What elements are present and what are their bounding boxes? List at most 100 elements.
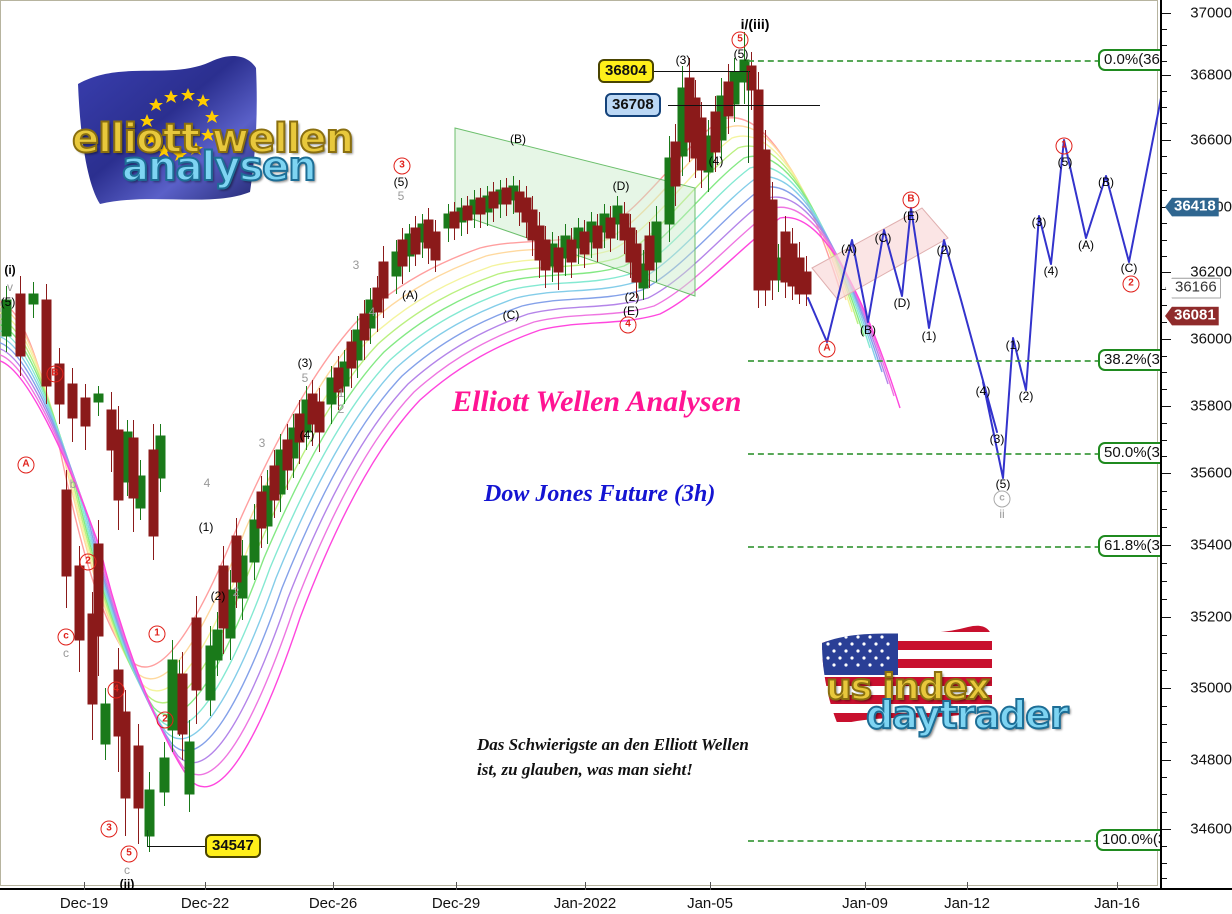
wave-label: (3) (675, 53, 691, 67)
wave-label: (4) (299, 428, 315, 442)
callout-leader-level (668, 105, 820, 106)
wave-label: 5 (397, 189, 405, 203)
eu-flag-graphic (78, 55, 257, 204)
wave-label: c (63, 646, 69, 660)
wave-label-circled: c (993, 490, 1011, 508)
wave-label: 2 (337, 402, 345, 416)
wave-label: (ii) (119, 877, 135, 891)
wave-label: (4) (708, 154, 724, 168)
wave-label: (A) (841, 242, 857, 256)
x-tick-label: Jan-2022 (553, 895, 617, 912)
ask-price-tag[interactable]: 36081 (1165, 306, 1219, 326)
y-tick-label: 35800 (1190, 397, 1232, 415)
wave-label: 4 (203, 476, 211, 490)
logo-line1: elliott wellen (71, 115, 355, 163)
chart-subtitle: Dow Jones Future (3h) (484, 481, 716, 507)
chart-title: Elliott Wellen Analysen (452, 385, 742, 418)
wave-label-circled: B (46, 365, 64, 383)
wave-label: (5) (733, 47, 749, 61)
wave-label: 2 (232, 585, 240, 599)
wave-label: (5) (995, 477, 1011, 491)
wave-label-circled: 1 (148, 625, 166, 643)
wave-label: (1) (921, 329, 937, 343)
wave-label-circled: A (818, 340, 836, 358)
wave-label-circled: 4 (107, 681, 125, 699)
level-callout[interactable]: 36708 (605, 93, 661, 117)
time-axis[interactable]: Dec-19 Dec-22 Dec-26 Dec-29 Jan-2022 Jan… (0, 882, 1232, 914)
fib-line-0 (748, 60, 1160, 62)
wave-label: 4 (368, 305, 376, 319)
swing-low-callout[interactable]: 34547 (205, 834, 261, 858)
wave-label: (E) (623, 304, 639, 318)
wave-label-degree: i/(iii) (740, 16, 770, 32)
bid-price-tag[interactable]: 36166 (1165, 277, 1221, 299)
wave-label: (B) (510, 132, 526, 146)
wave-label: 3 (258, 436, 266, 450)
wave-label-circled: 5 (120, 845, 138, 863)
wave-label: 5 (301, 371, 309, 385)
wave-label-circled: c (57, 628, 75, 646)
y-tick-label: 35400 (1190, 536, 1232, 554)
wave-label: v (7, 280, 13, 294)
wave-label-circled: 1 (1055, 137, 1073, 155)
y-tick-label: 36800 (1190, 66, 1232, 84)
wave-label: 3 (352, 258, 360, 272)
wave-label: (4) (1043, 264, 1059, 278)
wave-label: (5) (1057, 155, 1073, 169)
wave-label: (4) (975, 384, 991, 398)
callout-stem-high (748, 71, 749, 163)
wave-label: ii (999, 507, 1005, 521)
wave-label: (B) (860, 323, 876, 337)
x-tick-label: Jan-12 (944, 895, 990, 912)
wave-label: (5) (393, 175, 409, 189)
wave-label: (2) (1018, 389, 1034, 403)
wave-label-circled: 2 (156, 711, 174, 729)
wave-label: (D) (893, 296, 911, 310)
price-series-svg (0, 32, 1160, 852)
swing-high-callout[interactable]: 36804 (598, 59, 654, 83)
x-tick-label: Dec-19 (59, 895, 109, 912)
x-tick-label: Jan-16 (1094, 895, 1140, 912)
wave-label-circled: 5 (731, 31, 749, 49)
y-tick-label: 34800 (1190, 751, 1232, 769)
y-tick-label: 34600 (1190, 820, 1232, 838)
x-tick-label: Dec-26 (308, 895, 358, 912)
wave-label: (3) (1031, 215, 1047, 229)
wave-label: (5) (0, 295, 16, 309)
wave-label-circled: 3 (393, 157, 411, 175)
callout-leader-low (147, 846, 207, 847)
wave-label: (C) (1120, 261, 1138, 275)
wave-label-circled: 2 (1122, 275, 1140, 293)
y-tick-label: 35000 (1190, 679, 1232, 697)
elliott-wellen-analysen-logo: elliott wellen analysen (60, 32, 355, 217)
wave-label: (A) (402, 288, 418, 302)
wave-label-circled: 4 (619, 316, 637, 334)
callout-stem-low (147, 830, 148, 847)
wave-label: 1 (337, 386, 345, 400)
y-tick-label: 36200 (1190, 263, 1232, 281)
price-axis[interactable]: 37000 36800 36600 36400 36200 36000 3580… (1160, 0, 1232, 888)
y-tick-label: 36000 (1190, 330, 1232, 348)
x-tick-label: Dec-22 (180, 895, 230, 912)
wave-label-circled: 3 (100, 820, 118, 838)
y-tick-label: 37000 (1190, 4, 1232, 22)
wave-label: (1) (1005, 338, 1021, 352)
quote-annotation: Das Schwierigste an den Elliott Wellen i… (477, 735, 749, 779)
logo-line2: analysen (121, 143, 318, 191)
wave-label-circled: B (902, 191, 920, 209)
wave-label: (A) (1078, 238, 1094, 252)
wave-label: (2) (936, 243, 952, 257)
wave-label: (1) (198, 520, 214, 534)
wave-label: (E) (903, 209, 919, 223)
x-tick-label: Jan-05 (687, 895, 733, 912)
last-price-tag[interactable]: 36418 (1165, 197, 1219, 217)
x-tick-label: Jan-09 (842, 895, 888, 912)
fib-line-500 (748, 453, 1160, 455)
plot-area[interactable]: 0.0%(36832) 38.2%(35942) 50.0%(35671) 61… (0, 0, 1211, 891)
logo-line1: us index (825, 666, 991, 709)
callout-leader-high (640, 71, 750, 72)
fib-line-618 (748, 546, 1160, 548)
y-tick-label: 36600 (1190, 131, 1232, 149)
wave-label: (C) (502, 308, 520, 322)
